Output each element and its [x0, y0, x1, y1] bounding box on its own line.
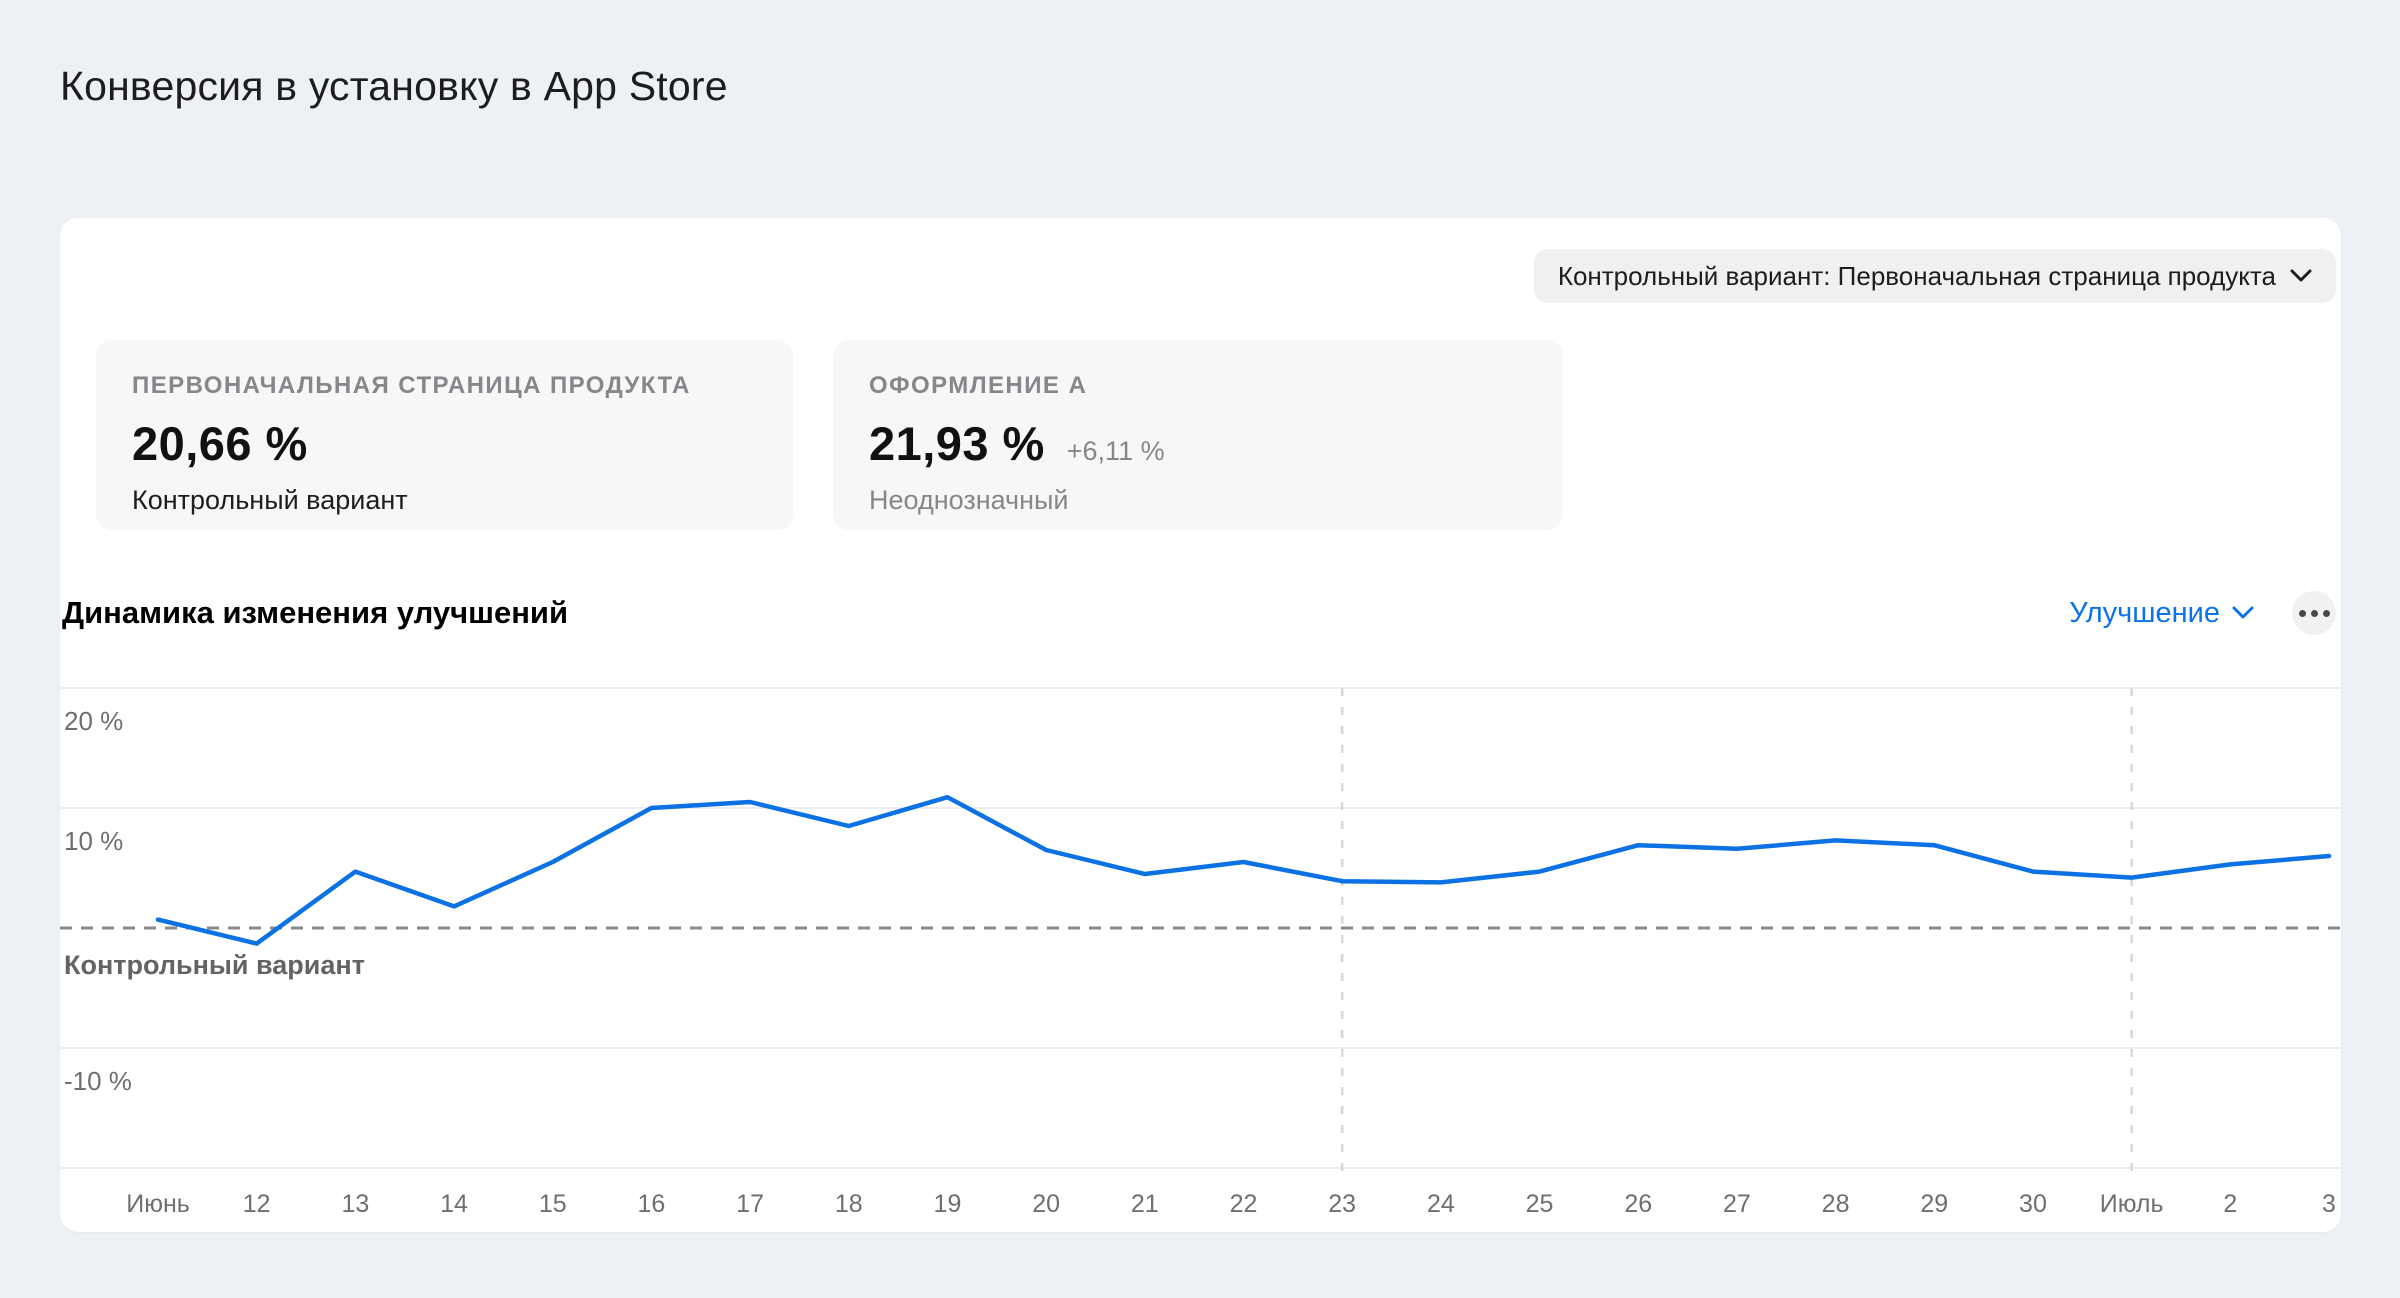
- chevron-down-icon: [2232, 606, 2254, 620]
- experiment-card: Контрольный вариант: Первоначальная стра…: [60, 218, 2341, 1232]
- chart-title: Динамика изменения улучшений: [62, 595, 569, 630]
- x-tick-label: 3: [2322, 1190, 2336, 1218]
- metric-delta: +6,11 %: [1066, 436, 1165, 466]
- x-tick-label: 22: [1230, 1190, 1258, 1218]
- x-tick-label: 20: [1032, 1190, 1060, 1218]
- x-tick-label: 30: [2019, 1190, 2047, 1218]
- x-tick-label: Июль: [2100, 1190, 2164, 1218]
- x-tick-label: 25: [1526, 1190, 1554, 1218]
- metric-card-control: ПЕРВОНАЧАЛЬНАЯ СТРАНИЦА ПРОДУКТА 20,66 %…: [96, 340, 793, 530]
- x-tick-label: 16: [638, 1190, 666, 1218]
- x-tick-label: 29: [1920, 1190, 1948, 1218]
- x-tick-label: 12: [243, 1190, 271, 1218]
- x-tick-label: 2: [2223, 1190, 2237, 1218]
- metric-value: 20,66 %: [132, 417, 308, 470]
- improvement-chart-svg: 20 % 10 % Контрольный вариант -10 % Июнь 12 13…: [60, 687, 2341, 1218]
- metric-value: 21,93 %: [869, 417, 1045, 470]
- metric-note: Контрольный вариант: [132, 485, 408, 515]
- control-variant-dropdown-label: Контрольный вариант: Первоначальная стра…: [1557, 260, 2276, 291]
- x-tick-label: 13: [341, 1190, 369, 1218]
- control-variant-dropdown[interactable]: Контрольный вариант: Первоначальная стра…: [1533, 249, 2336, 303]
- page-title: Конверсия в установку в App Store: [60, 63, 728, 110]
- x-tick-label: 23: [1328, 1190, 1356, 1218]
- x-tick-label: 17: [736, 1190, 764, 1218]
- x-tick-label: 15: [539, 1190, 567, 1218]
- metric-label: ОФОРМЛЕНИЕ А: [869, 372, 1088, 399]
- chart-header: Динамика изменения улучшений Улучшение: [60, 590, 2341, 636]
- x-tick-label: 26: [1624, 1190, 1652, 1218]
- metric-note: Неоднозначный: [869, 485, 1069, 515]
- ellipsis-icon: [2298, 609, 2306, 617]
- chart-metric-dropdown-label: Улучшение: [2069, 596, 2220, 629]
- zero-line-label: Контрольный вариант: [64, 950, 365, 980]
- y-tick-label: 20 %: [64, 706, 123, 736]
- y-tick-label: -10 %: [64, 1066, 132, 1096]
- chevron-down-icon: [2290, 269, 2312, 283]
- y-tick-label: 10 %: [64, 826, 123, 856]
- x-tick-label: 14: [440, 1190, 468, 1218]
- improvement-line: [155, 794, 2332, 946]
- x-tick-label: 21: [1131, 1190, 1159, 1218]
- x-tick-label: Июнь: [126, 1190, 190, 1218]
- metric-label: ПЕРВОНАЧАЛЬНАЯ СТРАНИЦА ПРОДУКТА: [132, 372, 691, 399]
- x-tick-label: 18: [835, 1190, 863, 1218]
- x-tick-label: 28: [1822, 1190, 1850, 1218]
- x-tick-label: 27: [1723, 1190, 1751, 1218]
- x-tick-label: 24: [1427, 1190, 1455, 1218]
- more-options-button[interactable]: [2292, 591, 2336, 635]
- chart-metric-dropdown[interactable]: Улучшение: [2069, 597, 2254, 630]
- metric-card-treatment-a: ОФОРМЛЕНИЕ А 21,93 % +6,11 % Неоднозначн…: [833, 340, 1563, 530]
- improvement-chart: 20 % 10 % Контрольный вариант -10 % Июнь 12 13…: [60, 687, 2341, 1222]
- x-tick-label: 19: [934, 1190, 962, 1218]
